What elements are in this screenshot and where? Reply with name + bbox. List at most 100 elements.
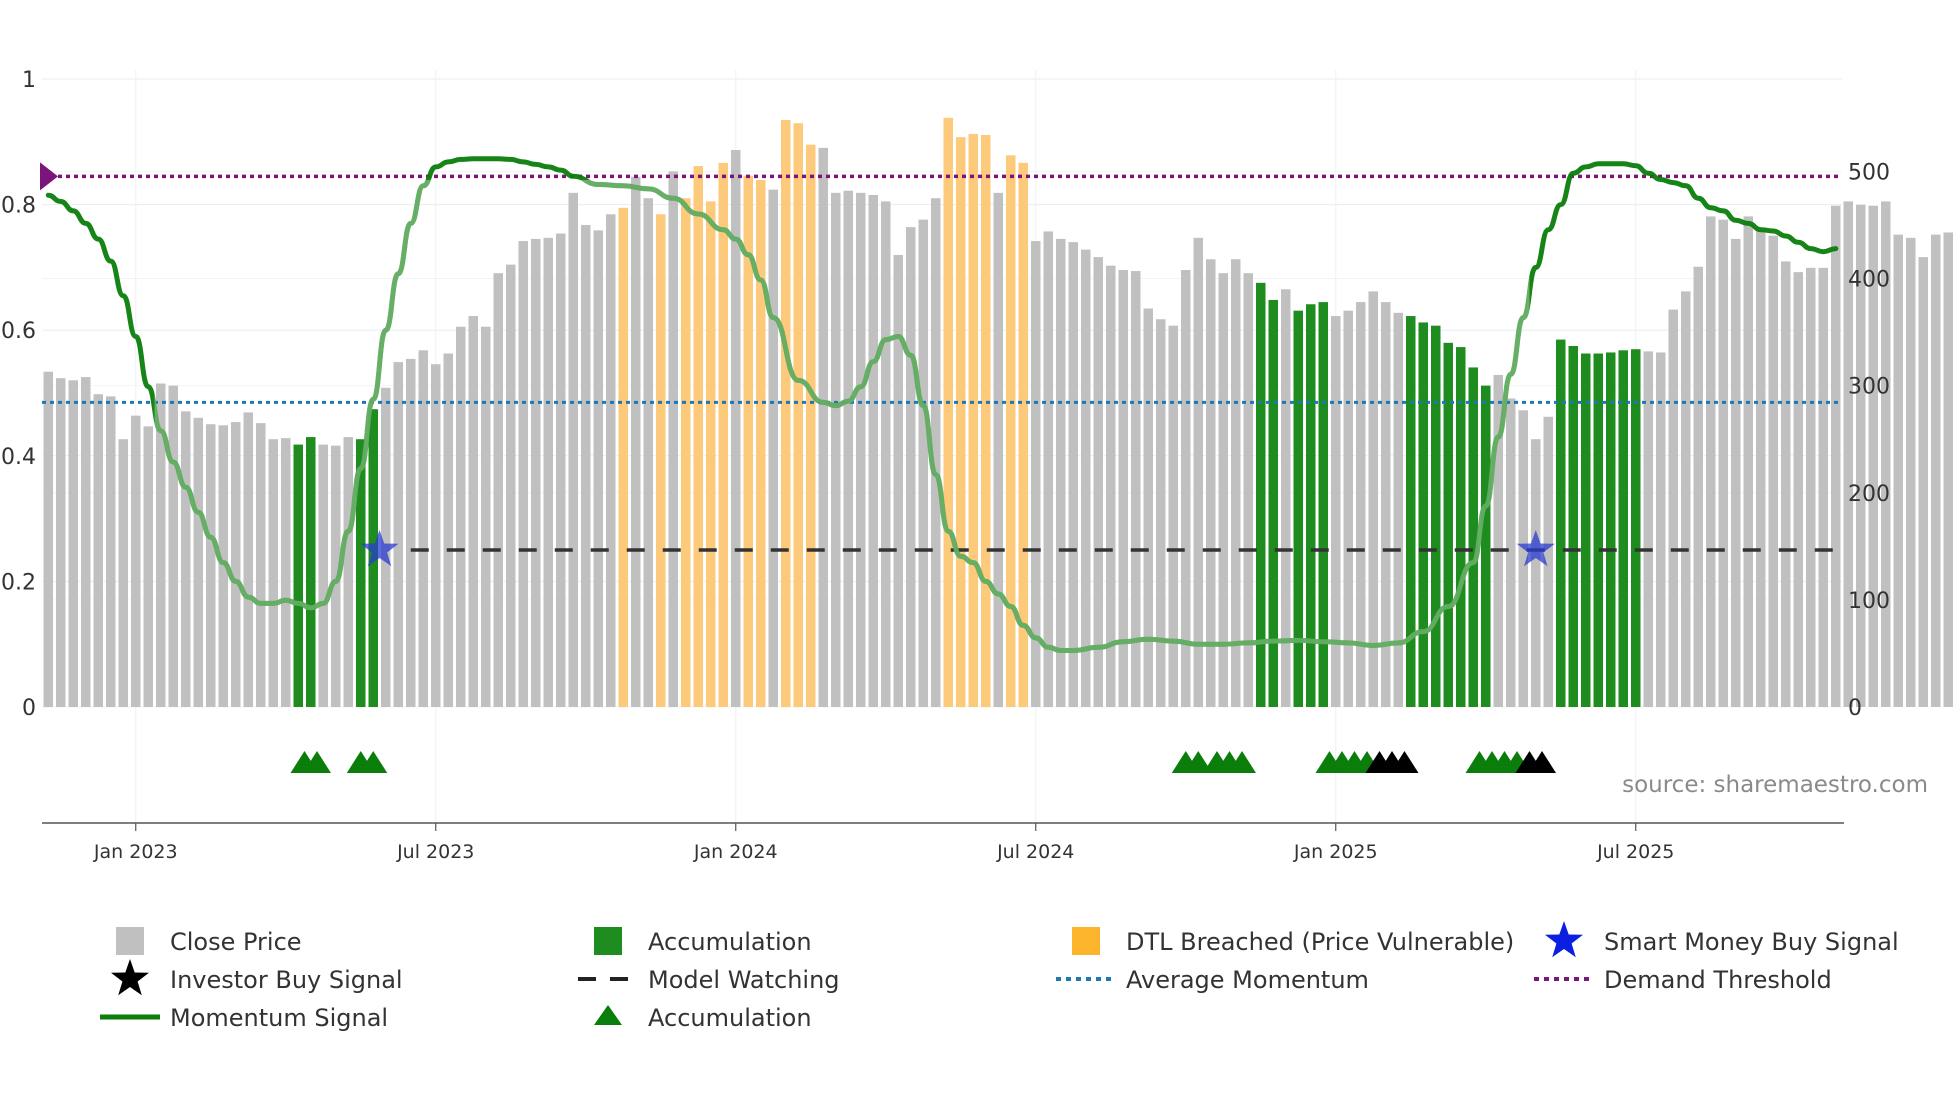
- close-price-bar: [168, 385, 178, 707]
- x-tick-label: Jul 2024: [996, 841, 1074, 863]
- accumulation-triangle-icon: [303, 751, 331, 773]
- close-price-bar: [993, 192, 1003, 708]
- close-price-bar: [1756, 230, 1766, 707]
- close-price-bar: [568, 192, 578, 708]
- close-price-bar: [406, 358, 416, 708]
- left-tick-label: 0.4: [1, 445, 36, 470]
- close-price-bar: [143, 426, 153, 707]
- legend-dtl-breached-label: DTL Breached (Price Vulnerable): [1126, 928, 1514, 956]
- close-price-bar: [1681, 291, 1691, 707]
- close-price-bar: [1093, 257, 1103, 707]
- dtl-breached-bar: [968, 133, 978, 707]
- legend-investor-buy-label: Investor Buy Signal: [170, 966, 403, 994]
- close-price-bar: [1493, 374, 1503, 707]
- legend-close-price-label: Close Price: [170, 928, 302, 956]
- close-price-bar: [1906, 237, 1916, 707]
- close-price-bar: [1343, 310, 1353, 707]
- close-price-bar: [468, 316, 478, 707]
- close-price-bar: [231, 422, 241, 707]
- close-price-bar: [1656, 352, 1666, 707]
- close-price-bar: [531, 238, 541, 707]
- close-price-bar: [1368, 291, 1378, 707]
- close-price-bar: [1818, 267, 1828, 707]
- accumulation-triangle-icon: [1228, 751, 1256, 773]
- close-price-bar: [856, 192, 866, 708]
- x-tick-label: Jul 2023: [396, 841, 474, 863]
- close-price-bar: [1831, 205, 1841, 707]
- close-price-bars: [43, 117, 1953, 708]
- close-price-bar: [768, 189, 778, 707]
- legend-average-momentum-label: Average Momentum: [1126, 966, 1369, 994]
- close-price-bar: [1356, 302, 1366, 707]
- close-price-bar: [106, 396, 116, 707]
- right-tick-label: 300: [1848, 375, 1890, 400]
- accumulation-triangle-icon: [359, 751, 388, 773]
- close-price-bar: [1518, 410, 1528, 707]
- legend-smart-money-label: Smart Money Buy Signal: [1604, 928, 1899, 956]
- dtl-breached-bar: [681, 198, 691, 707]
- investor-triangle-icon: [1528, 751, 1556, 773]
- accumulation-bar: [1568, 346, 1578, 707]
- legend-accumulation-swatch: [594, 927, 622, 955]
- close-price-bar: [1743, 216, 1753, 707]
- accumulation-bar: [1618, 350, 1628, 707]
- close-price-bar: [506, 264, 516, 707]
- close-price-bar: [581, 224, 591, 708]
- close-price-bar: [1931, 234, 1941, 707]
- close-price-bar: [218, 425, 228, 707]
- legend-investor-star-icon: [111, 959, 149, 996]
- momentum-signal-shade: [154, 180, 1530, 653]
- dtl-breached-bar: [981, 135, 991, 707]
- close-price-bar: [918, 219, 928, 708]
- close-price-bar: [431, 364, 441, 707]
- close-price-bar: [1868, 205, 1878, 707]
- close-price-bar: [81, 377, 91, 707]
- signal-markers: [290, 530, 1556, 773]
- close-price-bar: [893, 254, 903, 707]
- close-price-bar: [56, 378, 66, 707]
- close-price-bar: [1106, 265, 1116, 707]
- legend-accumulation-marker-label: Accumulation: [648, 1004, 812, 1032]
- close-price-bar: [1918, 257, 1928, 707]
- x-tick-label: Jul 2025: [1596, 841, 1674, 863]
- smart-money-star-icon: [360, 530, 399, 567]
- accumulation-bar: [1256, 282, 1266, 707]
- right-tick-label: 500: [1848, 160, 1890, 185]
- close-price-bar: [1056, 238, 1066, 707]
- close-price-bar: [1181, 269, 1191, 707]
- close-price-bar: [1331, 316, 1341, 707]
- close-price-bar: [831, 192, 841, 708]
- close-price-bar: [593, 230, 603, 707]
- close-price-bar: [1668, 309, 1678, 707]
- legend-smart-money-star-icon: [1545, 921, 1583, 958]
- close-price-bar: [818, 147, 828, 708]
- dtl-breached-bar: [943, 117, 953, 708]
- close-price-bar: [631, 176, 641, 707]
- accumulation-bar: [1318, 302, 1328, 707]
- close-price-bar: [1206, 259, 1216, 707]
- right-tick-label: 0: [1848, 696, 1862, 721]
- close-price-bar: [343, 437, 353, 707]
- close-price-bar: [1881, 201, 1891, 708]
- close-price-bar: [318, 444, 328, 707]
- close-price-bar: [443, 353, 453, 707]
- close-price-bar: [206, 424, 216, 707]
- close-price-bar: [1531, 439, 1541, 707]
- close-price-bar: [518, 241, 528, 708]
- axes: 0 0.2 0.4 0.6 0.8 1 0 100 200 300 400 500 Jan 2023 Ju…: [1, 68, 1890, 863]
- close-price-bar: [1243, 273, 1253, 707]
- accumulation-bar: [1606, 352, 1616, 707]
- accumulation-bar: [356, 439, 366, 707]
- close-price-bar: [931, 198, 941, 707]
- investor-triangle-icon: [1390, 751, 1419, 773]
- close-price-bar: [1043, 231, 1053, 707]
- close-price-bar: [268, 439, 278, 707]
- left-tick-label: 0.2: [1, 570, 36, 595]
- close-price-bar: [881, 201, 891, 708]
- accumulation-bar: [1556, 339, 1566, 707]
- dtl-breached-bar: [793, 123, 803, 708]
- indicator-lines: [40, 156, 1842, 653]
- dtl-breached-bar: [743, 175, 753, 707]
- accumulation-bar: [293, 444, 303, 707]
- close-price-bar: [256, 423, 266, 707]
